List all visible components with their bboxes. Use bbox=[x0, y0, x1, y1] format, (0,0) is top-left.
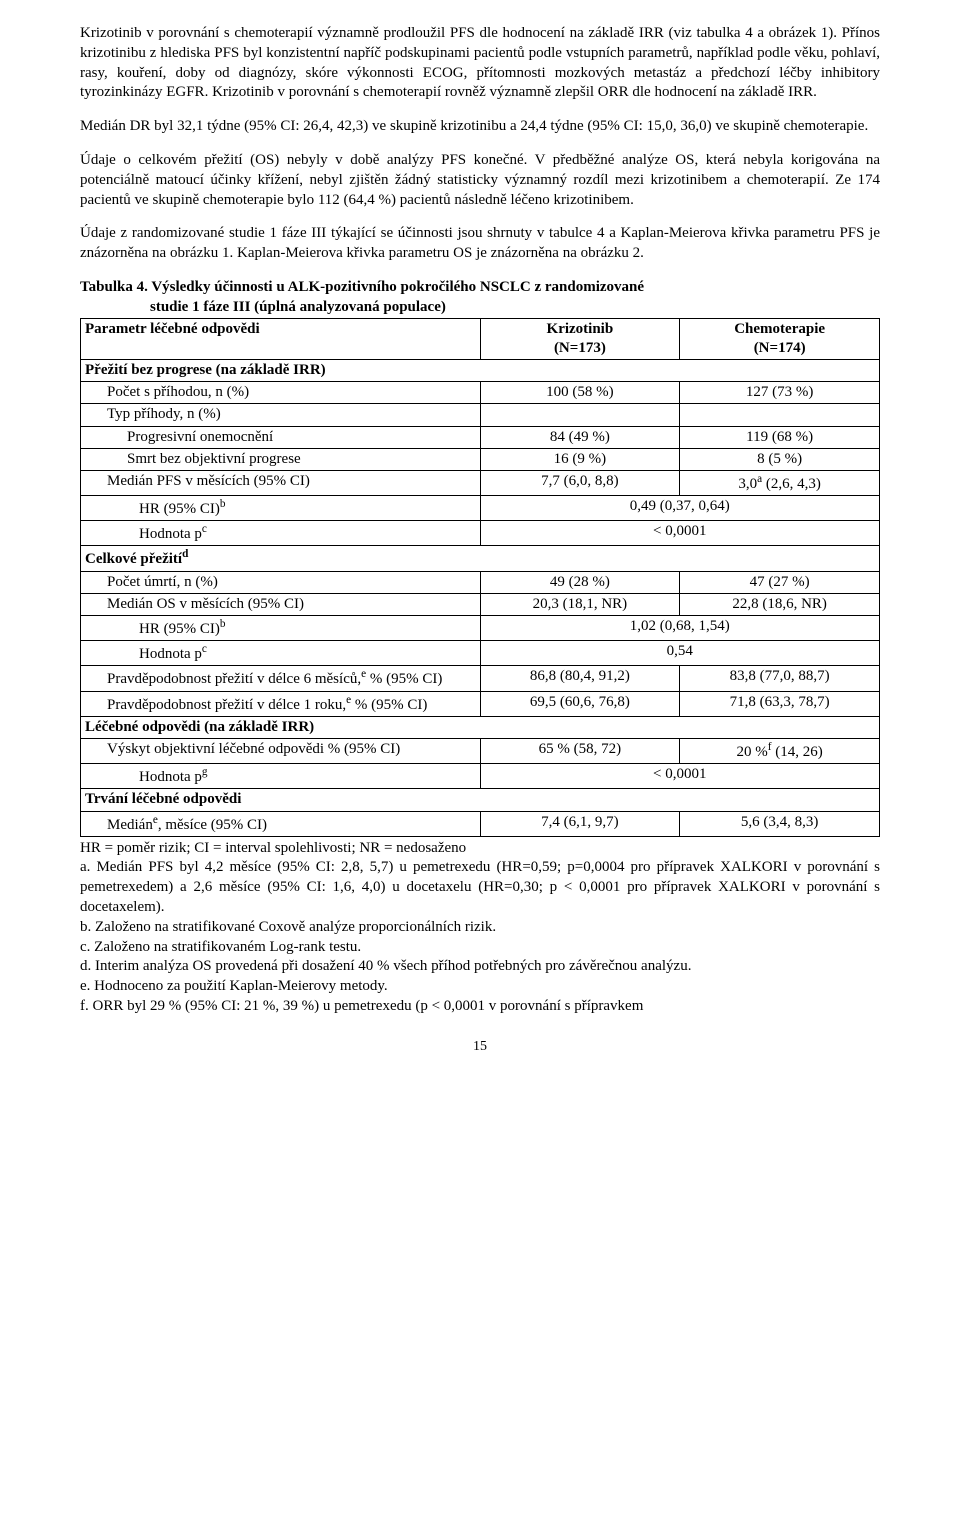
table-title-line2: studie 1 fáze III (úplná analyzovaná pop… bbox=[80, 298, 880, 318]
document-page: Krizotinib v porovnání s chemoterapií vý… bbox=[40, 0, 920, 1095]
cell-label: Hodnota pg bbox=[81, 764, 481, 789]
table-row: Mediáne, měsíce (95% CI) 7,4 (6,1, 9,7) … bbox=[81, 811, 880, 836]
th-parameter: Parametr léčebné odpovědi bbox=[81, 318, 481, 359]
cell-label: Pravděpodobnost přežití v délce 6 měsíců… bbox=[81, 666, 481, 691]
cell-value: 0,49 (0,37, 0,64) bbox=[480, 496, 880, 521]
page-number: 15 bbox=[80, 1039, 880, 1055]
table-row: Medián PFS v měsících (95% CI) 7,7 (6,0,… bbox=[81, 470, 880, 495]
table-row: Počet s příhodou, n (%) 100 (58 %) 127 (… bbox=[81, 382, 880, 404]
cell-label: Smrt bez objektivní progrese bbox=[81, 448, 481, 470]
cell-value: 16 (9 %) bbox=[480, 448, 680, 470]
table-row: Přežití bez progrese (na základě IRR) bbox=[81, 359, 880, 381]
th-krizotinib-n: (N=173) bbox=[554, 340, 606, 356]
cell-value: 20 %f (14, 26) bbox=[680, 738, 880, 763]
footnote-f: f. ORR byl 29 % (95% CI: 21 %, 39 %) u p… bbox=[80, 997, 880, 1017]
cell-value: 71,8 (63,3, 78,7) bbox=[680, 691, 880, 716]
footnote-b: b. Založeno na stratifikované Coxově ana… bbox=[80, 918, 880, 938]
table-row: Smrt bez objektivní progrese 16 (9 %) 8 … bbox=[81, 448, 880, 470]
table-row: Medián OS v měsících (95% CI) 20,3 (18,1… bbox=[81, 593, 880, 615]
paragraph-2: Medián DR byl 32,1 týdne (95% CI: 26,4, … bbox=[80, 117, 880, 137]
table-row: HR (95% CI)b 0,49 (0,37, 0,64) bbox=[81, 496, 880, 521]
cell-value: 8 (5 %) bbox=[680, 448, 880, 470]
cell-label: Medián PFS v měsících (95% CI) bbox=[81, 470, 481, 495]
section-pfs: Přežití bez progrese (na základě IRR) bbox=[81, 359, 880, 381]
footnote-c: c. Založeno na stratifikovaném Log-rank … bbox=[80, 938, 880, 958]
th-chemo-name: Chemoterapie bbox=[734, 321, 825, 337]
cell-label: Pravděpodobnost přežití v délce 1 roku,e… bbox=[81, 691, 481, 716]
table-row: Hodnota pc 0,54 bbox=[81, 641, 880, 666]
table-row: Progresivní onemocnění 84 (49 %) 119 (68… bbox=[81, 426, 880, 448]
cell-label: Hodnota pc bbox=[81, 641, 481, 666]
table-row: Léčebné odpovědi (na základě IRR) bbox=[81, 716, 880, 738]
table-row: HR (95% CI)b 1,02 (0,68, 1,54) bbox=[81, 616, 880, 641]
table-row: Typ příhody, n (%) bbox=[81, 404, 880, 426]
cell-label: Hodnota pc bbox=[81, 521, 481, 546]
table-title-line1: Výsledky účinnosti u ALK-pozitivního pok… bbox=[151, 279, 644, 295]
cell-value: 1,02 (0,68, 1,54) bbox=[480, 616, 880, 641]
table-row: Trvání léčebné odpovědi bbox=[81, 789, 880, 811]
table-title-prefix: Tabulka 4. bbox=[80, 279, 151, 295]
table-4-title: Tabulka 4. Výsledky účinnosti u ALK-pozi… bbox=[80, 278, 880, 318]
table-row: Počet úmrtí, n (%) 49 (28 %) 47 (27 %) bbox=[81, 571, 880, 593]
table-row: Výskyt objektivní léčebné odpovědi % (95… bbox=[81, 738, 880, 763]
table-footnotes: HR = poměr rizik; CI = interval spolehli… bbox=[80, 839, 880, 1017]
cell-label: Medián OS v měsících (95% CI) bbox=[81, 593, 481, 615]
cell-value: 7,7 (6,0, 8,8) bbox=[480, 470, 680, 495]
cell-value: < 0,0001 bbox=[480, 521, 880, 546]
cell-value: 0,54 bbox=[480, 641, 880, 666]
cell-value: 20,3 (18,1, NR) bbox=[480, 593, 680, 615]
cell-label: Počet úmrtí, n (%) bbox=[81, 571, 481, 593]
cell-value: 84 (49 %) bbox=[480, 426, 680, 448]
table-header-row: Parametr léčebné odpovědi Krizotinib (N=… bbox=[81, 318, 880, 359]
cell-value: 22,8 (18,6, NR) bbox=[680, 593, 880, 615]
cell-value: 47 (27 %) bbox=[680, 571, 880, 593]
cell-value: 119 (68 %) bbox=[680, 426, 880, 448]
results-table: Parametr léčebné odpovědi Krizotinib (N=… bbox=[80, 318, 880, 837]
cell-value: 86,8 (80,4, 91,2) bbox=[480, 666, 680, 691]
cell-label: Typ příhody, n (%) bbox=[81, 404, 481, 426]
cell-value: 5,6 (3,4, 8,3) bbox=[680, 811, 880, 836]
cell-value: 83,8 (77,0, 88,7) bbox=[680, 666, 880, 691]
cell-value: 69,5 (60,6, 76,8) bbox=[480, 691, 680, 716]
cell-value bbox=[480, 404, 680, 426]
cell-label: Mediáne, měsíce (95% CI) bbox=[81, 811, 481, 836]
th-krizotinib-name: Krizotinib bbox=[547, 321, 614, 337]
cell-value bbox=[680, 404, 880, 426]
section-response: Léčebné odpovědi (na základě IRR) bbox=[81, 716, 880, 738]
section-os: Celkové přežitíd bbox=[81, 546, 880, 571]
paragraph-1: Krizotinib v porovnání s chemoterapií vý… bbox=[80, 24, 880, 103]
cell-value: 127 (73 %) bbox=[680, 382, 880, 404]
th-chemo-n: (N=174) bbox=[754, 340, 806, 356]
cell-value: 3,0a (2,6, 4,3) bbox=[680, 470, 880, 495]
footnote-e: e. Hodnoceno za použití Kaplan-Meierovy … bbox=[80, 977, 880, 997]
cell-label: Výskyt objektivní léčebné odpovědi % (95… bbox=[81, 738, 481, 763]
paragraph-3: Údaje o celkovém přežití (OS) nebyly v d… bbox=[80, 151, 880, 210]
table-row: Hodnota pc < 0,0001 bbox=[81, 521, 880, 546]
cell-value: 65 % (58, 72) bbox=[480, 738, 680, 763]
cell-value: 7,4 (6,1, 9,7) bbox=[480, 811, 680, 836]
cell-label: HR (95% CI)b bbox=[81, 616, 481, 641]
table-row: Pravděpodobnost přežití v délce 6 měsíců… bbox=[81, 666, 880, 691]
paragraph-4: Údaje z randomizované studie 1 fáze III … bbox=[80, 224, 880, 264]
cell-value: < 0,0001 bbox=[480, 764, 880, 789]
footnote-hr: HR = poměr rizik; CI = interval spolehli… bbox=[80, 839, 880, 859]
th-krizotinib: Krizotinib (N=173) bbox=[480, 318, 680, 359]
table-row: Hodnota pg < 0,0001 bbox=[81, 764, 880, 789]
table-row: Celkové přežitíd bbox=[81, 546, 880, 571]
cell-value: 100 (58 %) bbox=[480, 382, 680, 404]
footnote-a: a. Medián PFS byl 4,2 měsíce (95% CI: 2,… bbox=[80, 858, 880, 917]
th-chemo: Chemoterapie (N=174) bbox=[680, 318, 880, 359]
footnote-d: d. Interim analýza OS provedená při dosa… bbox=[80, 957, 880, 977]
table-row: Pravděpodobnost přežití v délce 1 roku,e… bbox=[81, 691, 880, 716]
cell-label: HR (95% CI)b bbox=[81, 496, 481, 521]
cell-label: Progresivní onemocnění bbox=[81, 426, 481, 448]
cell-value: 49 (28 %) bbox=[480, 571, 680, 593]
cell-label: Počet s příhodou, n (%) bbox=[81, 382, 481, 404]
section-duration: Trvání léčebné odpovědi bbox=[81, 789, 880, 811]
